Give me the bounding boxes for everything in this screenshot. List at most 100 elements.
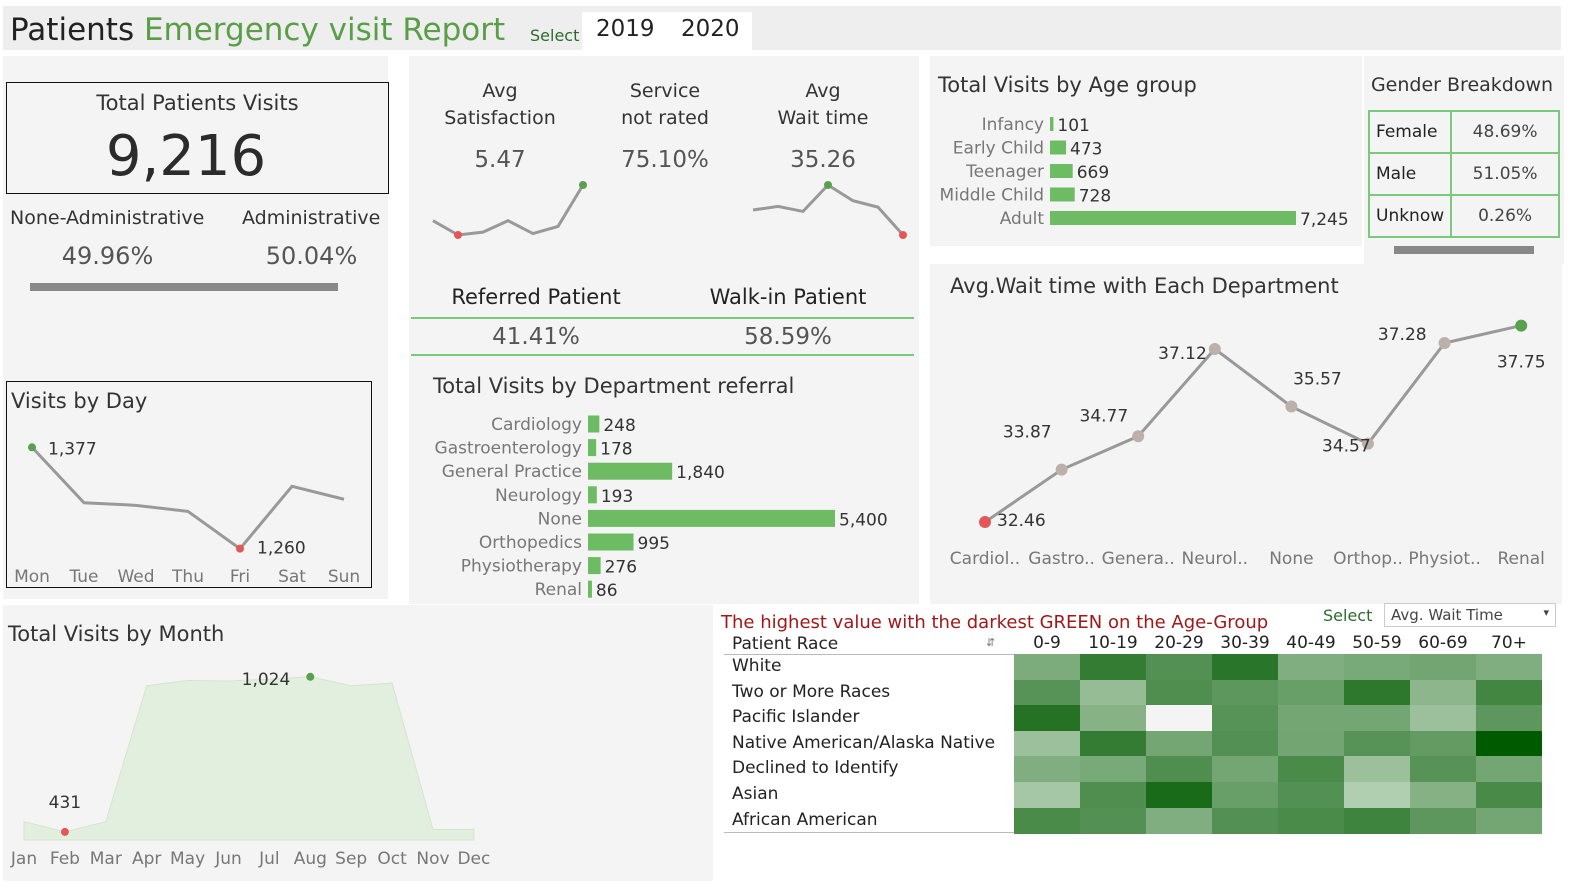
- heatmap-cell[interactable]: [1476, 705, 1542, 732]
- heatmap-cell[interactable]: [1212, 807, 1278, 834]
- heatmap-cell[interactable]: [1278, 730, 1344, 757]
- heatmap-cell[interactable]: [1014, 807, 1080, 834]
- heatmap-cell[interactable]: [1410, 782, 1476, 808]
- heatmap-cell[interactable]: [1014, 782, 1080, 808]
- wait-point-physiot: [1438, 337, 1451, 350]
- heatmap-cell[interactable]: [1212, 705, 1278, 732]
- heatmap-cell[interactable]: [1344, 705, 1410, 732]
- heatmap-cell[interactable]: [1344, 807, 1410, 834]
- heatmap-cell[interactable]: [1080, 756, 1146, 783]
- heatmap-cell[interactable]: [1410, 756, 1476, 783]
- heatmap-cell[interactable]: [1476, 730, 1542, 757]
- year-tabs: [582, 12, 752, 50]
- bar-category-label: Middle Child: [940, 186, 1044, 206]
- heatmap-cell[interactable]: [1410, 705, 1476, 732]
- page-title: Patients Emergency visit Report: [10, 12, 505, 48]
- heatmap-cell[interactable]: [1146, 705, 1212, 732]
- wait-x-tick: Renal: [1497, 549, 1544, 569]
- heatmap-cell[interactable]: [1212, 679, 1278, 706]
- wait-x-tick: None: [1269, 549, 1313, 569]
- heatmap-cell[interactable]: [1476, 654, 1542, 680]
- heatmap-cell[interactable]: [1080, 705, 1146, 732]
- heatmap-cell[interactable]: [1344, 730, 1410, 757]
- heatmap-cell[interactable]: [1278, 654, 1344, 680]
- bar-value-label: 86: [596, 581, 618, 601]
- month-x-tick: Sep: [335, 849, 367, 869]
- heatmap-cell[interactable]: [1080, 730, 1146, 757]
- heatmap-cell[interactable]: [1344, 782, 1410, 808]
- month-x-tick: Jun: [214, 849, 242, 869]
- heatmap-cell[interactable]: [1212, 730, 1278, 757]
- gender-table: Female 48.69% Male 51.05% Unknow 0.26%: [1367, 110, 1560, 238]
- tab-2019[interactable]: 2019: [596, 16, 655, 42]
- wait-data-label: 35.57: [1293, 370, 1342, 390]
- heatmap-cell[interactable]: [1080, 654, 1146, 680]
- heatmap-cell[interactable]: [1146, 679, 1212, 706]
- referred-divider: [411, 317, 914, 319]
- gender-value-male: 51.05%: [1450, 152, 1560, 196]
- referred-bottom-divider: [411, 354, 914, 356]
- heatmap-cell[interactable]: [1476, 756, 1542, 783]
- heatmap-cell[interactable]: [1080, 782, 1146, 808]
- heatmap-cell[interactable]: [1212, 782, 1278, 808]
- tab-2020[interactable]: 2020: [681, 16, 740, 42]
- heatmap-cell[interactable]: [1014, 654, 1080, 680]
- wait-point-neurol: [1208, 342, 1221, 355]
- heatmap-cell[interactable]: [1014, 705, 1080, 732]
- gender-row-female: Female 48.69%: [1367, 110, 1560, 154]
- heatmap-cell[interactable]: [1344, 679, 1410, 706]
- avg-satisfaction-value: 5.47: [474, 147, 526, 173]
- heatmap-cell[interactable]: [1410, 654, 1476, 680]
- heatmap-cell[interactable]: [1014, 679, 1080, 706]
- heatmap-select-label: Select: [1323, 606, 1373, 625]
- heatmap-cell[interactable]: [1344, 654, 1410, 680]
- bar-none: [588, 509, 835, 527]
- bar-early-child: [1050, 140, 1067, 155]
- gender-scrollbar[interactable]: [1394, 246, 1534, 254]
- heatmap-cell[interactable]: [1146, 756, 1212, 783]
- heatmap-cell[interactable]: [1146, 654, 1212, 680]
- heatmap-cell[interactable]: [1476, 679, 1542, 706]
- day-min-point: [236, 544, 244, 553]
- sparkline-min-point: [454, 231, 462, 239]
- wait-data-label: 37.75: [1497, 353, 1546, 373]
- heatmap-cell[interactable]: [1410, 807, 1476, 834]
- wait-point-genera: [1132, 430, 1145, 443]
- heatmap-row-header: Patient Race: [732, 634, 839, 654]
- month-x-tick: Dec: [457, 849, 490, 869]
- sort-icon[interactable]: ⇵: [986, 636, 996, 649]
- wait-data-label: 37.28: [1378, 325, 1427, 345]
- left-top-panel: [3, 56, 388, 299]
- heatmap-cell[interactable]: [1278, 705, 1344, 732]
- heatmap-cell[interactable]: [1278, 756, 1344, 783]
- heatmap-cell[interactable]: [1080, 679, 1146, 706]
- heatmap-cell[interactable]: [1212, 756, 1278, 783]
- day-x-tick: Mon: [14, 567, 50, 587]
- heatmap-measure-dropdown[interactable]: Avg. Wait Time ▾: [1384, 603, 1556, 627]
- month-x-tick: Jan: [10, 849, 37, 869]
- heatmap-cell[interactable]: [1410, 679, 1476, 706]
- heatmap-cell[interactable]: [1146, 730, 1212, 757]
- day-max-point: [28, 443, 36, 452]
- wait-by-dept-chart: 32.46 Cardiol.. 33.87 Gastro.. 34.77 Genera..…: [950, 319, 1546, 569]
- admin-scrollbar[interactable]: [30, 283, 338, 291]
- header-bar: [3, 6, 1561, 50]
- heatmap-cell[interactable]: [1014, 756, 1080, 783]
- heatmap-row-label: African American: [732, 809, 878, 830]
- heatmap-cell[interactable]: [1080, 807, 1146, 834]
- bar-category-label: General Practice: [442, 462, 582, 482]
- heatmap-cell[interactable]: [1476, 782, 1542, 808]
- heatmap-cell[interactable]: [1344, 756, 1410, 783]
- heatmap-cell[interactable]: [1014, 730, 1080, 757]
- heatmap-cell[interactable]: [1278, 782, 1344, 808]
- heatmap-cell[interactable]: [1476, 807, 1542, 834]
- heatmap-column-header: 10-19: [1088, 633, 1138, 653]
- heatmap-cell[interactable]: [1146, 807, 1212, 834]
- non-admin-label: None-Administrative: [10, 207, 205, 229]
- heatmap-cell[interactable]: [1212, 654, 1278, 680]
- heatmap-cell[interactable]: [1278, 807, 1344, 834]
- heatmap-cell[interactable]: [1410, 730, 1476, 757]
- heatmap-column-header: 20-29: [1154, 633, 1204, 653]
- heatmap-cell[interactable]: [1278, 679, 1344, 706]
- heatmap-cell[interactable]: [1146, 782, 1212, 808]
